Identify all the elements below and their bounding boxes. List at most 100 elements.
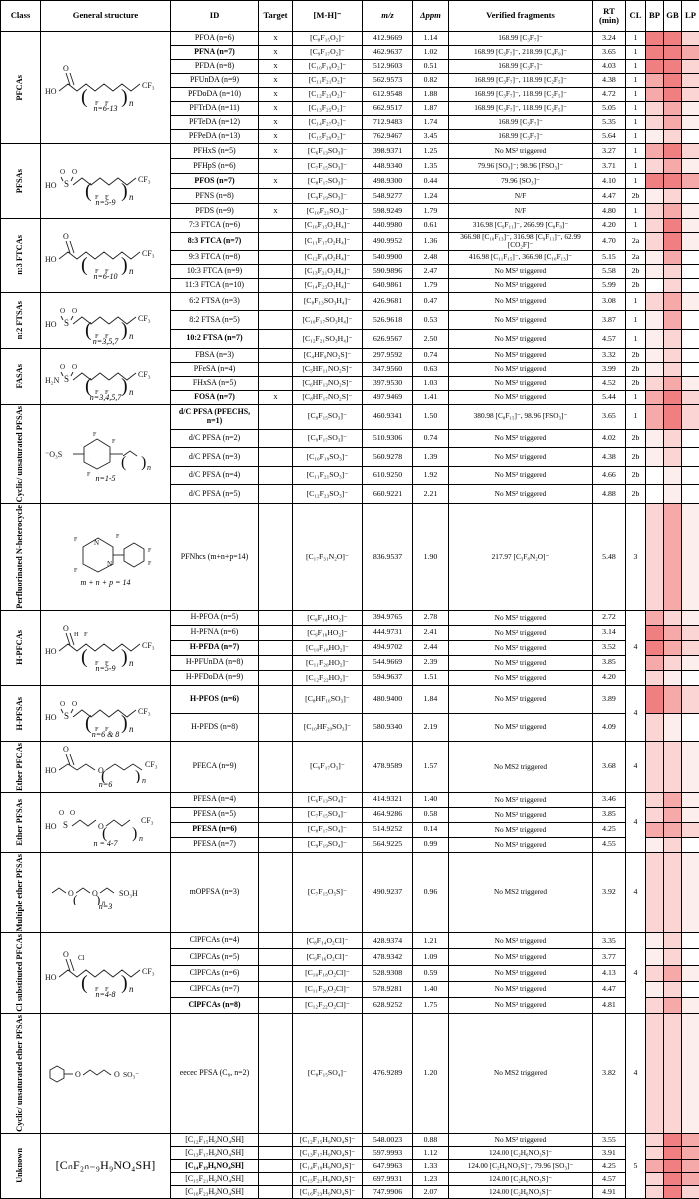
verified-fragments: No MS² triggered <box>449 348 593 362</box>
heatmap-lp <box>682 741 699 792</box>
class-cell: Multiple ether PFSAs <box>1 852 41 933</box>
mz-value: 490.9237 <box>363 852 413 933</box>
target-flag <box>259 504 293 611</box>
col-header-rt-min-: RT (min) <box>593 1 626 32</box>
target-flag <box>259 311 293 330</box>
structure-caption: n=5-9 <box>42 665 169 674</box>
compound-id: 6:2 FTSA (n=3) <box>171 292 259 311</box>
rt-value: 2.72 <box>593 610 626 625</box>
delta-ppm: 1.74 <box>413 116 449 130</box>
svg-text:CF₃: CF₃ <box>141 816 154 825</box>
svg-text:): ) <box>121 972 128 993</box>
heatmap-gb <box>664 46 682 60</box>
verified-fragments: 124.00 [C₂H₆NO₃S]⁻ <box>449 1172 593 1185</box>
class-label: Multiple ether PFSAs <box>16 854 25 932</box>
verified-fragments: 124.00 [C₂H₆NO₃S]⁻ <box>449 1146 593 1159</box>
rt-value: 3.55 <box>593 1133 626 1146</box>
heatmap-gb <box>664 116 682 130</box>
delta-ppm: 2.47 <box>413 264 449 278</box>
target-flag <box>259 655 293 670</box>
rt-value: 3.71 <box>593 159 626 174</box>
delta-ppm: 0.88 <box>413 1133 449 1146</box>
structure-cell: [CₙF₂ₙ₋₉H₉NO₄SH] <box>41 1133 171 1198</box>
delta-ppm: 1.36 <box>413 233 449 251</box>
verified-fragments: No MS² triggered <box>449 792 593 807</box>
rt-value: 3.35 <box>593 933 626 949</box>
ion-formula: [C₉F₁₇O₂]⁻ <box>293 46 363 60</box>
rt-value: 4.57 <box>593 330 626 349</box>
heatmap-lp <box>682 997 699 1013</box>
mz-value: 712.9483 <box>363 116 413 130</box>
heatmap-bp <box>646 625 664 640</box>
rt-value: 3.89 <box>593 685 626 713</box>
verified-fragments: 316.98 [C₉F₁₁]⁻, 266.99 [C₈F₉]⁻ <box>449 219 593 233</box>
target-flag <box>259 1185 293 1198</box>
heatmap-gb <box>664 74 682 88</box>
heatmap-gb <box>664 1014 682 1134</box>
verified-fragments: No MS² triggered <box>449 264 593 278</box>
ion-formula: [C₁₅F₂₉O₂]⁻ <box>293 130 363 144</box>
ion-formula: [C₁₂F₂₂HO₂]⁻ <box>293 670 363 685</box>
rt-value: 5.44 <box>593 390 626 404</box>
ion-formula: [C₄HF₉NO₂S]⁻ <box>293 348 363 362</box>
heatmap-lp <box>682 292 699 311</box>
heatmap-bp <box>646 466 664 485</box>
rt-value: 3.99 <box>593 362 626 376</box>
svg-text:F: F <box>74 537 78 543</box>
col-header-lp: LP <box>682 1 699 32</box>
verified-fragments: No MS² triggered <box>449 655 593 670</box>
mz-value: 548.9277 <box>363 189 413 204</box>
rt-value: 4.47 <box>593 981 626 997</box>
confidence-level: 1 <box>626 74 646 88</box>
heatmap-gb <box>664 485 682 504</box>
confidence-level: 4 <box>626 685 646 741</box>
delta-ppm: 0.51 <box>413 60 449 74</box>
verified-fragments: No MS² triggered <box>449 981 593 997</box>
delta-ppm: 0.74 <box>413 348 449 362</box>
rt-value: 4.72 <box>593 88 626 102</box>
ion-formula: [C₁₀F₁₇SO₃H₄]⁻ <box>293 311 363 330</box>
confidence-level: 1 <box>626 404 646 429</box>
confidence-level: 2b <box>626 189 646 204</box>
rt-value: 4.47 <box>593 189 626 204</box>
rt-value: 3.14 <box>593 625 626 640</box>
class-cell: PFCAs <box>1 32 41 144</box>
ion-formula: [C₁₁F₂₁O₂]⁻ <box>293 74 363 88</box>
rt-value: 5.58 <box>593 264 626 278</box>
confidence-level: 1 <box>626 204 646 219</box>
mz-value: 836.9537 <box>363 504 413 611</box>
ion-formula: [C₉F₁₇SO₃]⁻ <box>293 429 363 448</box>
compound-id: PFNS (n=8) <box>171 189 259 204</box>
heatmap-bp <box>646 404 664 429</box>
col-header-id: ID <box>171 1 259 32</box>
heatmap-gb <box>664 685 682 713</box>
svg-text:(: ( <box>81 254 88 275</box>
verified-fragments: 124.00 [C₂H₆NO₃S]⁻, 79.96 [SO₃]⁻ <box>449 1159 593 1172</box>
delta-ppm: 1.35 <box>413 159 449 174</box>
target-flag: x <box>259 144 293 159</box>
target-flag: x <box>259 60 293 74</box>
svg-text:F: F <box>148 561 152 567</box>
svg-text:O: O <box>63 64 69 73</box>
ion-formula: [C₁₀F₁₉SO₃]⁻ <box>293 448 363 467</box>
verified-fragments: 124.00 [C₂H₆NO₃S]⁻ <box>449 1185 593 1198</box>
svg-text:CF₃: CF₃ <box>142 81 155 90</box>
confidence-level: 5 <box>626 1133 646 1198</box>
heatmap-bp <box>646 741 664 792</box>
heatmap-lp <box>682 278 699 292</box>
svg-text:SO₃⁻: SO₃⁻ <box>123 1070 139 1079</box>
heatmap-gb <box>664 448 682 467</box>
heatmap-gb <box>664 625 682 640</box>
verified-fragments: No MS² triggered <box>449 429 593 448</box>
compound-id: PFeSA (n=4) <box>171 362 259 376</box>
col-header-class: Class <box>1 1 41 32</box>
heatmap-bp <box>646 792 664 807</box>
verified-fragments: No MS² triggered <box>449 822 593 837</box>
rt-value: 3.65 <box>593 46 626 60</box>
verified-fragments: No MS² triggered <box>449 466 593 485</box>
svg-text:n: n <box>129 266 134 275</box>
